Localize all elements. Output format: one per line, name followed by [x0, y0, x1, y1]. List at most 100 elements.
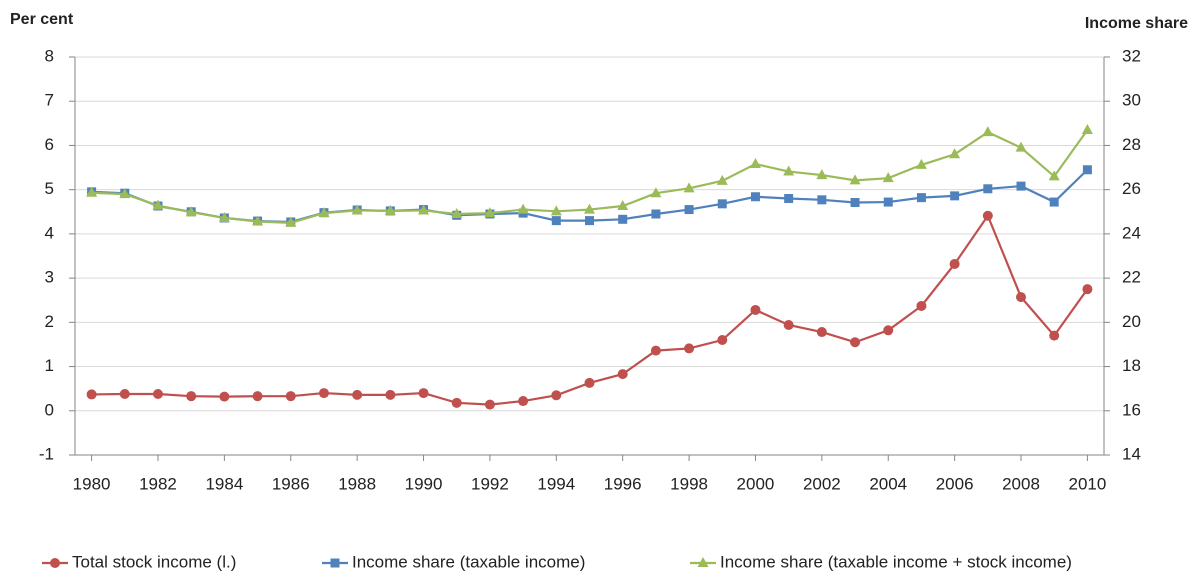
data-point [1048, 170, 1060, 181]
x-tick-label: 2010 [1068, 474, 1106, 493]
data-point [550, 205, 562, 216]
data-point [750, 304, 761, 315]
legend-label: Income share (taxable income) [352, 552, 585, 571]
data-point [749, 158, 761, 169]
x-tick-label: 1994 [537, 474, 575, 493]
y-axis-title: Per cent [10, 11, 74, 28]
data-point [86, 186, 98, 197]
x-tick-label: 1980 [73, 474, 111, 493]
y2-tick-label: 20 [1122, 312, 1141, 331]
y2-tick-label: 32 [1122, 46, 1141, 65]
data-point [285, 391, 296, 402]
data-point [119, 188, 131, 199]
data-point [850, 197, 860, 207]
data-point [617, 369, 628, 380]
y2-tick-label: 16 [1122, 400, 1141, 419]
data-point [1049, 197, 1059, 207]
x-tick-label: 1988 [338, 474, 376, 493]
x-tick-label: 1992 [471, 474, 509, 493]
data-point [716, 174, 728, 185]
data-point [1081, 123, 1093, 134]
data-point [684, 343, 695, 354]
y2-tick-label: 14 [1122, 444, 1141, 463]
data-point [152, 388, 163, 399]
x-tick-label: 1982 [139, 474, 177, 493]
x-tick-label: 1984 [205, 474, 243, 493]
data-point [949, 148, 961, 159]
data-point [585, 216, 594, 226]
data-point [352, 389, 363, 400]
data-point [219, 391, 230, 402]
data-point [384, 204, 396, 215]
data-point [385, 389, 396, 400]
y2-tick-label: 28 [1122, 135, 1141, 154]
legend-marker [50, 558, 60, 568]
data-point [1082, 284, 1093, 295]
data-point [651, 209, 661, 219]
data-point [484, 207, 496, 218]
x-tick-label: 2008 [1002, 474, 1040, 493]
y-tick-label: 6 [45, 135, 54, 154]
data-point [119, 388, 130, 399]
data-point [484, 399, 495, 410]
data-point [584, 377, 595, 388]
data-point [252, 391, 263, 402]
legend-label: Income share (taxable income + stock inc… [720, 552, 1072, 571]
data-point [650, 187, 662, 198]
data-point [1015, 141, 1027, 152]
data-point [784, 194, 794, 204]
data-point [849, 174, 861, 185]
data-point [318, 207, 330, 218]
data-point [650, 345, 661, 356]
y-tick-label: 0 [45, 400, 54, 419]
data-point [518, 396, 529, 407]
data-point [916, 193, 926, 203]
data-point [750, 192, 760, 202]
y-tick-label: 1 [45, 356, 54, 375]
data-point [451, 397, 462, 408]
data-point [86, 389, 97, 400]
data-point [418, 204, 430, 215]
data-point [717, 335, 728, 346]
y2-tick-label: 22 [1122, 268, 1141, 287]
data-point [617, 200, 629, 211]
data-point [318, 388, 329, 399]
data-point [684, 205, 694, 215]
data-point [551, 216, 561, 226]
data-point [252, 215, 264, 226]
data-point [584, 203, 595, 214]
data-point [1016, 292, 1027, 303]
y-tick-label: 8 [45, 46, 54, 65]
data-point [618, 214, 628, 224]
data-point [883, 197, 893, 207]
legend-label: Total stock income (l.) [72, 552, 236, 571]
data-point [883, 325, 894, 336]
x-tick-label: 1998 [670, 474, 708, 493]
data-point [152, 199, 164, 210]
y-tick-label: 4 [45, 223, 54, 242]
data-point [1082, 165, 1092, 175]
y2-tick-label: 18 [1122, 356, 1141, 375]
y-tick-label: 7 [45, 91, 54, 110]
y-tick-label: -1 [39, 444, 54, 463]
y-tick-label: 5 [45, 179, 54, 198]
series-line [91, 213, 1089, 406]
data-point [816, 327, 827, 338]
data-point [916, 300, 927, 311]
data-point [418, 388, 429, 399]
data-point [1016, 181, 1026, 191]
data-point [783, 165, 795, 176]
data-point [683, 182, 695, 193]
x-tick-label: 1996 [604, 474, 642, 493]
data-point [451, 207, 463, 218]
x-tick-label: 1990 [405, 474, 443, 493]
legend-marker [330, 558, 340, 568]
y2-tick-label: 24 [1122, 223, 1141, 242]
data-point [950, 191, 960, 201]
data-point [285, 216, 297, 227]
x-tick-label: 2006 [936, 474, 974, 493]
y2-tick-label: 30 [1122, 91, 1141, 110]
data-point [351, 204, 363, 215]
x-tick-label: 2000 [737, 474, 775, 493]
